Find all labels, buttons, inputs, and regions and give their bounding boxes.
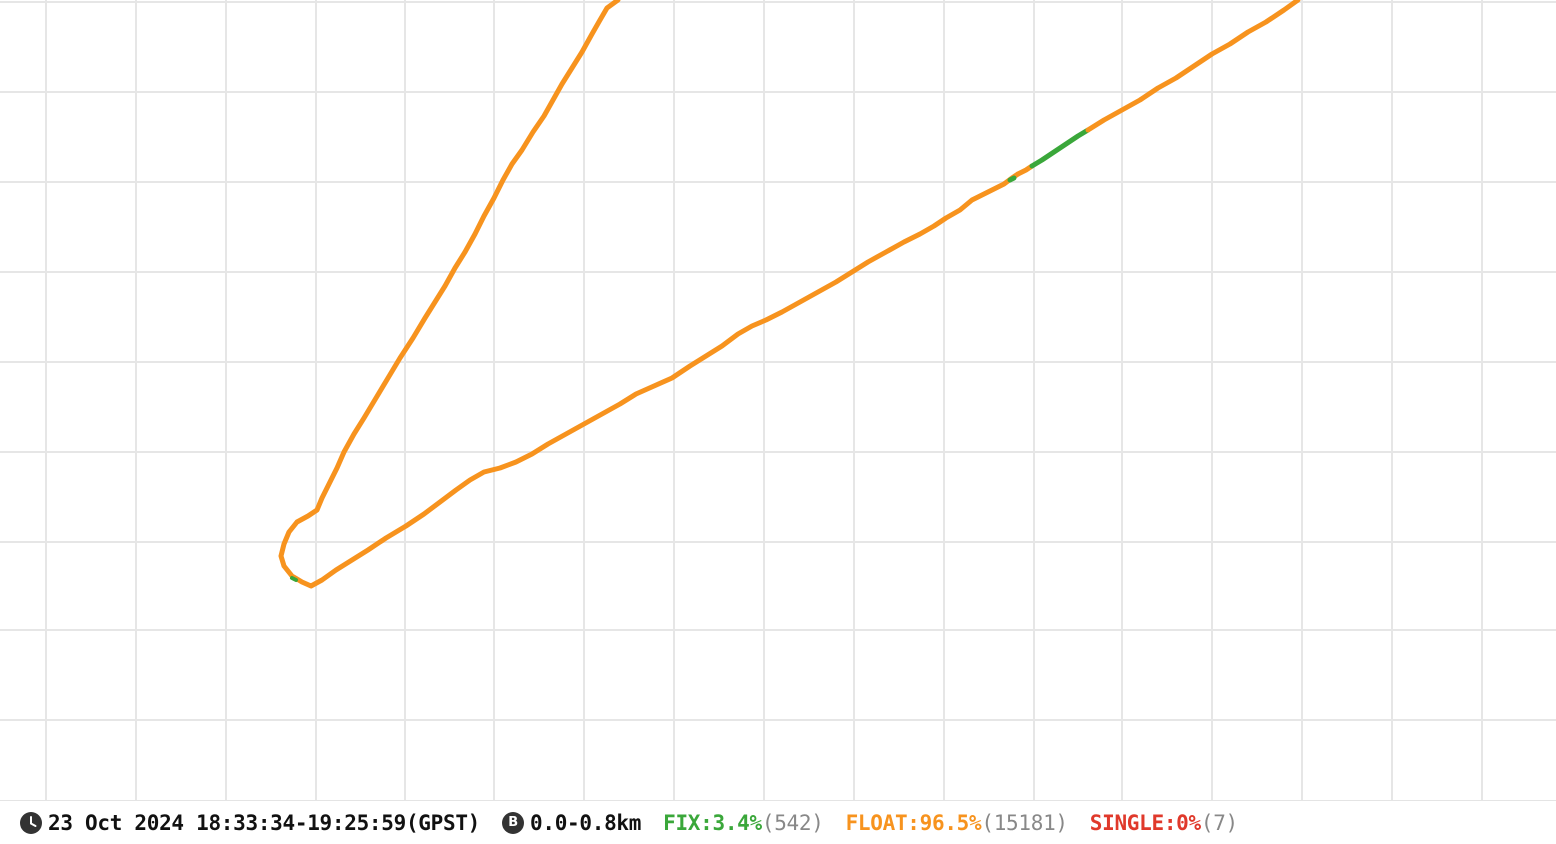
fix-percent: FIX:3.4%: [663, 810, 762, 835]
track-fix-segment: [290, 576, 298, 582]
baseline-segment: B 0.0-0.8km: [502, 811, 641, 835]
status-bar: 23 Oct 2024 18:33:34-19:25:59(GPST) B 0.…: [0, 800, 1556, 844]
single-count: (7): [1200, 810, 1238, 835]
clock-icon: [20, 811, 42, 834]
track-fix-segment: [1029, 127, 1091, 169]
fix-count: (542): [761, 810, 824, 835]
time-range-text: 23 Oct 2024 18:33:34-19:25:59(GPST): [48, 810, 481, 835]
track-float-segment: [278, 0, 1021, 589]
float-percent: FLOAT:96.5%: [845, 810, 982, 835]
track-map[interactable]: [0, 0, 1556, 800]
single-percent: SINGLE:0%: [1089, 810, 1201, 835]
single-stat: SINGLE:0% (7): [1090, 811, 1238, 835]
baseline-b-icon: B: [502, 811, 525, 834]
fix-stat: FIX:3.4% (542): [663, 810, 824, 835]
baseline-range-text: 0.0-0.8km: [530, 810, 642, 835]
track-float-segment: [1085, 0, 1301, 133]
baseline-icon-letter: B: [508, 815, 518, 830]
float-stat: FLOAT:96.5% (15181): [846, 811, 1068, 835]
time-range-segment: 23 Oct 2024 18:33:34-19:25:59(GPST): [20, 811, 480, 835]
track-map-canvas[interactable]: [0, 0, 1556, 800]
map-grid: [0, 0, 1556, 800]
gnss-track: [278, 0, 1301, 589]
track-fix-segment: [1007, 175, 1017, 183]
float-count: (15181): [981, 810, 1068, 835]
